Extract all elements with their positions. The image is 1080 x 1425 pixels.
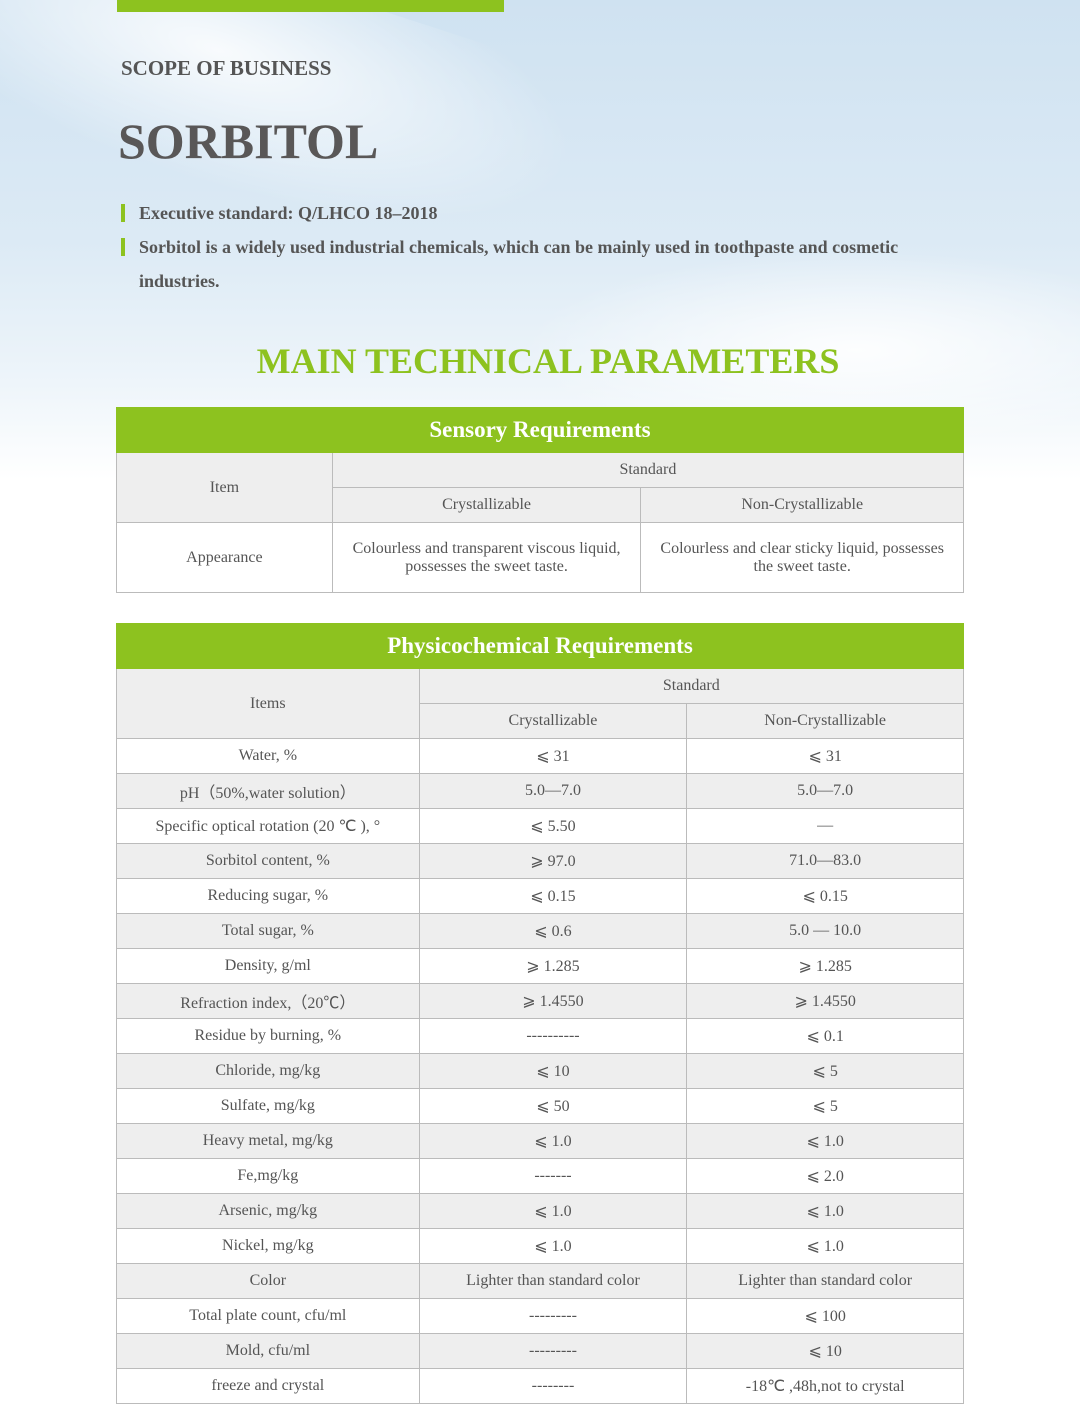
table-row: Chloride, mg/kg ⩽ 10 ⩽ 5 [116, 1053, 964, 1089]
cell-crystallizable: ⩽ 1.0 [418, 1228, 688, 1264]
physicochemical-table: Physicochemical Requirements Items Standa… [116, 623, 965, 1404]
table-row: Total plate count, cfu/ml --------- ⩽ 100 [116, 1298, 964, 1334]
col-header-item: Items [116, 668, 420, 739]
cell-crystallizable: ⩽ 5.50 [418, 808, 688, 844]
bullet-description: Sorbitol is a widely used industrial che… [121, 230, 951, 298]
sensory-table: Sensory Requirements Item Standard Crysta… [116, 407, 965, 593]
cell-item: Fe,mg/kg [116, 1158, 420, 1194]
cell-non-crystallizable: Colourless and clear sticky liquid, poss… [640, 522, 964, 593]
cell-crystallizable: ⩽ 0.15 [418, 878, 688, 914]
cell-crystallizable: --------- [418, 1298, 688, 1334]
cell-crystallizable: ⩾ 1.285 [418, 948, 688, 984]
cell-non-crystallizable: ⩽ 5 [686, 1053, 964, 1089]
table-row: Nickel, mg/kg ⩽ 1.0 ⩽ 1.0 [116, 1228, 964, 1264]
cell-crystallizable: ⩽ 1.0 [418, 1193, 688, 1229]
cell-item: Appearance [116, 522, 333, 593]
cell-item: Reducing sugar, % [116, 878, 420, 914]
cell-crystallizable: Lighter than standard color [418, 1263, 688, 1299]
table-row: Residue by burning, % ---------- ⩽ 0.1 [116, 1018, 964, 1054]
col-header-non-crystallizable: Non-Crystallizable [640, 487, 964, 523]
cell-non-crystallizable: ⩽ 1.0 [686, 1228, 964, 1264]
table-row: Total sugar, % ⩽ 0.6 5.0 — 10.0 [116, 913, 964, 949]
cell-non-crystallizable: ⩾ 1.4550 [686, 983, 964, 1019]
product-title: SORBITOL [118, 113, 379, 169]
cell-non-crystallizable: ⩽ 1.0 [686, 1123, 964, 1159]
cell-non-crystallizable: ⩽ 10 [686, 1333, 964, 1369]
table-row: Mold, cfu/ml --------- ⩽ 10 [116, 1333, 964, 1369]
table-row: Water, % ⩽ 31 ⩽ 31 [116, 738, 964, 774]
cell-non-crystallizable: ⩽ 31 [686, 738, 964, 774]
cell-non-crystallizable: 71.0—83.0 [686, 843, 964, 879]
cell-item: Mold, cfu/ml [116, 1333, 420, 1369]
cell-crystallizable: ⩽ 1.0 [418, 1123, 688, 1159]
cell-non-crystallizable: ⩽ 0.1 [686, 1018, 964, 1054]
cell-crystallizable: ⩽ 50 [418, 1088, 688, 1124]
cell-item: Sorbitol content, % [116, 843, 420, 879]
cell-crystallizable: -------- [418, 1368, 688, 1404]
cell-non-crystallizable: ⩽ 100 [686, 1298, 964, 1334]
cell-crystallizable: ⩾ 97.0 [418, 843, 688, 879]
cell-item: Total plate count, cfu/ml [116, 1298, 420, 1334]
table-row: Refraction index,（20℃） ⩾ 1.4550 ⩾ 1.4550 [116, 983, 964, 1019]
col-header-crystallizable: Crystallizable [331, 487, 642, 523]
cell-crystallizable: ---------- [418, 1018, 688, 1054]
cell-crystallizable: 5.0—7.0 [418, 773, 688, 809]
cell-item: Refraction index,（20℃） [116, 983, 420, 1019]
table-row: Reducing sugar, % ⩽ 0.15 ⩽ 0.15 [116, 878, 964, 914]
table-row: Fe,mg/kg ------- ⩽ 2.0 [116, 1158, 964, 1194]
cell-non-crystallizable: 5.0 — 10.0 [686, 913, 964, 949]
table-row: pH（50%,water solution） 5.0—7.0 5.0—7.0 [116, 773, 964, 809]
table-row: Sorbitol content, % ⩾ 97.0 71.0—83.0 [116, 843, 964, 879]
cell-non-crystallizable: ⩽ 2.0 [686, 1158, 964, 1194]
table-row: Density, g/ml ⩾ 1.285 ⩾ 1.285 [116, 948, 964, 984]
table-row: Heavy metal, mg/kg ⩽ 1.0 ⩽ 1.0 [116, 1123, 964, 1159]
cell-non-crystallizable: ⩽ 5 [686, 1088, 964, 1124]
cell-item: pH（50%,water solution） [116, 773, 420, 809]
main-title: MAIN TECHNICAL PARAMETERS [256, 341, 840, 381]
col-header-non-crystallizable: Non-Crystallizable [686, 703, 964, 739]
accent-bar [117, 0, 504, 12]
table-row: freeze and crystal -------- -18℃ ,48h,not … [116, 1368, 964, 1404]
cell-item: Total sugar, % [116, 913, 420, 949]
cell-crystallizable: ------- [418, 1158, 688, 1194]
cell-item: Specific optical rotation (20 ℃ ), ° [116, 808, 420, 844]
cell-item: freeze and crystal [116, 1368, 420, 1404]
cell-item: Residue by burning, % [116, 1018, 420, 1054]
cell-item: Heavy metal, mg/kg [116, 1123, 420, 1159]
cell-crystallizable: Colourless and transparent viscous liqui… [331, 522, 642, 593]
cell-item: Color [116, 1263, 420, 1299]
cell-item: Nickel, mg/kg [116, 1228, 420, 1264]
table-row: Color Lighter than standard color Lighter … [116, 1263, 964, 1299]
table-row: Appearance Colourless and transparent vis… [116, 522, 964, 593]
cell-crystallizable: ⩽ 31 [418, 738, 688, 774]
cell-non-crystallizable: ⩽ 0.15 [686, 878, 964, 914]
cell-non-crystallizable: 5.0—7.0 [686, 773, 964, 809]
table-title: Sensory Requirements [116, 407, 964, 453]
bullet-standard: Executive standard: Q/LHCO 18–2018 [121, 196, 951, 230]
cell-non-crystallizable: ⩽ 1.0 [686, 1193, 964, 1229]
cell-crystallizable: --------- [418, 1333, 688, 1369]
col-header-standard: Standard [418, 668, 965, 704]
cell-crystallizable: ⩽ 0.6 [418, 913, 688, 949]
section-label: SCOPE OF BUSINESS [121, 56, 332, 80]
cell-item: Sulfate, mg/kg [116, 1088, 420, 1124]
cell-non-crystallizable: — [686, 808, 964, 844]
cell-item: Water, % [116, 738, 420, 774]
cell-item: Density, g/ml [116, 948, 420, 984]
cell-item: Arsenic, mg/kg [116, 1193, 420, 1229]
col-header-item: Item [116, 452, 333, 523]
table-title: Physicochemical Requirements [116, 623, 964, 669]
cell-non-crystallizable: ⩾ 1.285 [686, 948, 964, 984]
table-row: Sulfate, mg/kg ⩽ 50 ⩽ 5 [116, 1088, 964, 1124]
cell-crystallizable: ⩽ 10 [418, 1053, 688, 1089]
hero-background [0, 0, 1080, 480]
table-row: Arsenic, mg/kg ⩽ 1.0 ⩽ 1.0 [116, 1193, 964, 1229]
cell-crystallizable: ⩾ 1.4550 [418, 983, 688, 1019]
cell-item: Chloride, mg/kg [116, 1053, 420, 1089]
table-row: Specific optical rotation (20 ℃ ), ° ⩽ 5.… [116, 808, 964, 844]
col-header-standard: Standard [331, 452, 965, 488]
cell-non-crystallizable: -18℃ ,48h,not to crystal [686, 1368, 964, 1404]
cell-non-crystallizable: Lighter than standard color [686, 1263, 964, 1299]
col-header-crystallizable: Crystallizable [418, 703, 688, 739]
